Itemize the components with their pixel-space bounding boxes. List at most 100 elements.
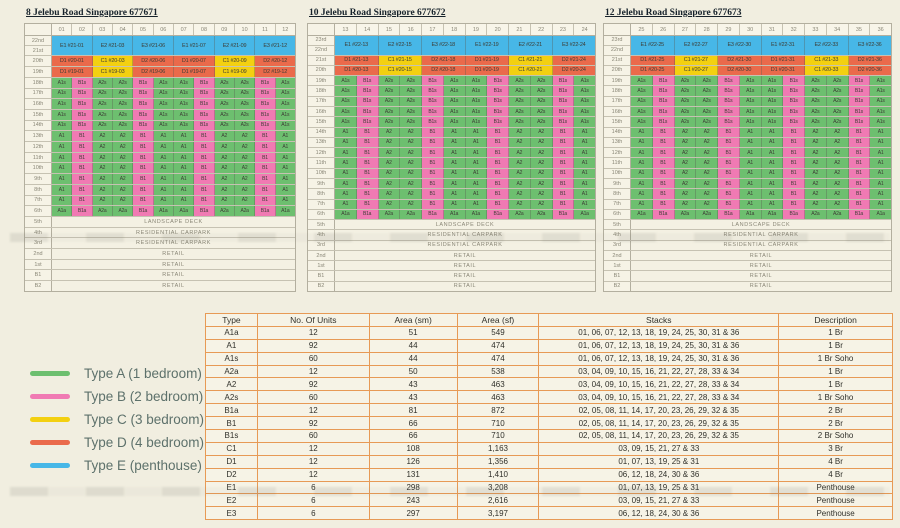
unit-cell: B1s [652, 117, 675, 127]
floor-row: 1st RETAIL [604, 261, 891, 272]
table-cell: 66 [368, 429, 458, 443]
unit-cell: D2 #20-12 [255, 56, 296, 67]
facility-cell: RETAIL [631, 261, 891, 271]
floor-label: 8th [25, 184, 52, 195]
unit-cell: A1s [870, 106, 891, 117]
unit-cell: B1 [133, 163, 154, 174]
floor-cells: A1s B1s A2s A2s B1s A1s A1s B1s A2s A2s B1s A1s [52, 77, 295, 88]
floor-label: 18th [25, 77, 52, 88]
unit-cell: A2s [112, 109, 134, 120]
table-cell: 1,356 [456, 454, 540, 469]
table-cell: A2a [205, 364, 258, 379]
table-cell: 12 [256, 454, 370, 469]
unit-cell: A2s [234, 77, 256, 88]
unit-cell: A2 [400, 168, 422, 178]
unit-cell: A2 [378, 199, 401, 209]
floor-cells: A1s B1s A2s A2s B1s A1s A1s B1s A2s A2s B1s A1s [335, 117, 595, 127]
stack-number-cell: 36 [877, 26, 884, 33]
floor-cells: A1 B1 A2 A2 B1 A1 A1 B1 A2 A2 B1 A1 [52, 195, 295, 206]
unit-cell: A1a [574, 209, 595, 220]
table-row: A1s 60 44 474 01, 06, 07, 12, 13, 18, 19, 24… [205, 351, 893, 366]
floor-label-text: 22nd [314, 47, 328, 54]
floor-cells: RETAIL [52, 259, 295, 270]
unit-cell: B1 [848, 178, 871, 189]
unit-cell: E1 #22-19 [465, 36, 509, 55]
unit-cell: A1s [52, 77, 73, 88]
floor-row: 20th D1 #20-25 C1 #20-27 D2 #20-30 D1 #20-31… [604, 65, 891, 77]
floor-cells: RESIDENTIAL CARPARK [335, 240, 595, 250]
floor-row: 13th A1 B1 A2 A2 B1 A1 A1 B1 A2 A2 B1 A1 [25, 131, 295, 143]
stack-number-cell: 21 [509, 24, 531, 35]
unit-cell: A2 [805, 137, 827, 148]
table-cell: 06, 12, 18, 24, 30 & 36 [538, 506, 780, 521]
unit-cell: B1 [848, 127, 871, 137]
unit-cell: B1s [255, 99, 276, 109]
unit-cell: A1 [631, 127, 653, 137]
unit-cell: B1 [783, 127, 805, 137]
floor-row: 18th A1s B1s A2s A2s B1s A1s A1s B1s A2s A2s B1s A1s [308, 86, 595, 97]
unit-cell: B1 [356, 158, 379, 168]
unit-cell: C1 #21-21 [509, 55, 553, 65]
unit-cell: E3 #22-24 [552, 36, 595, 55]
facility-cell: RESIDENTIAL CARPARK [631, 230, 891, 240]
unit-cell: B1s [718, 106, 740, 117]
unit-cell: C1 #19-03 [92, 67, 134, 77]
facility-cell: RETAIL [335, 250, 595, 261]
floor-label: 6th [604, 209, 631, 220]
legend-color-swatch [30, 371, 70, 376]
floor-label: 10th [604, 168, 631, 178]
unit-cell: A2 [92, 163, 113, 174]
table-cell: 538 [456, 364, 540, 379]
table-cell: 02, 05, 08, 11, 14, 17, 20, 23, 26, 29, … [538, 403, 780, 418]
table-cell: 03, 09, 15, 21, 27 & 33 [538, 493, 780, 508]
unit-cell: B1s [487, 86, 509, 96]
facility-cell: RETAIL [52, 259, 295, 270]
unit-cell: A1 [870, 127, 891, 137]
table-cell: 4 Br [778, 467, 893, 482]
unit-cell: E2 #22-27 [674, 36, 718, 55]
unit-cell: B1s [255, 109, 276, 120]
unit-cell: A1 [739, 158, 762, 168]
floor-cells: A1s B1s A2s A2s B1s A1s A1s B1s A2s A2s B1s A1s [52, 88, 295, 99]
unit-cell: C1 #20-21 [509, 65, 553, 76]
floor-cells: A1s B1s A2s A2s B1s A1s A1s B1s A2s A2s B1s A1s [335, 76, 595, 86]
table-cell: 474 [456, 338, 540, 353]
floor-row: 4th RESIDENTIAL CARPARK [308, 230, 595, 241]
unit-cell: B1 [848, 189, 871, 199]
unit-cell: A2 [92, 131, 113, 142]
stack-chart: 13 14 15 16 17 18 19 20 21 22 23 24 23rd 22nd E1 #22-1… [307, 23, 596, 292]
floor-cells: A1 B1 A2 A2 B1 A1 A1 B1 A2 A2 B1 A1 [52, 142, 295, 152]
stack-number-cell: 31 [762, 24, 784, 35]
unit-cell: B1 [718, 178, 740, 189]
floor-cells: A1s B1s A2s A2s B1s A1s A1s B1s A2s A2s B1s A1s [631, 106, 891, 117]
table-cell: 3,197 [456, 506, 540, 521]
floor-cells: A1 B1 A2 A2 B1 A1 A1 B1 A2 A2 B1 A1 [335, 137, 595, 148]
unit-cell: A2s [112, 99, 134, 109]
unit-cell: B1 [552, 158, 575, 168]
table-row: B1 92 66 710 02, 05, 08, 11, 14, 17, 20, 23,… [205, 416, 893, 431]
floor-cells: A1 B1 A2 A2 B1 A1 A1 B1 A2 A2 B1 A1 [335, 168, 595, 178]
table-cell: 44 [368, 338, 458, 353]
table-cell: 474 [456, 351, 540, 366]
unit-cell: A1 [173, 131, 195, 142]
unit-cell: B1 [356, 199, 379, 209]
floor-label: 21st [308, 55, 335, 65]
unit-cell: A2s [92, 120, 113, 131]
floor-cells: A1 B1 A2 A2 B1 A1 A1 B1 A2 A2 B1 A1 [335, 127, 595, 137]
unit-cell: A2 [400, 178, 422, 189]
floor-cells: D1 #20-13 C1 #20-15 D2 #20-18 D1 #20-19 C1 #… [335, 65, 595, 76]
chart-body: 23rd 22nd E1 #22-13 E2 #22-15 E3 #22-18 E1 #2… [308, 36, 595, 292]
floor-row: B2 RETAIL [25, 281, 295, 291]
unit-cell: B1 [487, 168, 509, 178]
unit-cell: A1 [52, 142, 73, 152]
floor-cells: A1 B1 A2 A2 B1 A1 A1 B1 A2 A2 B1 A1 [631, 127, 891, 137]
unit-cell: B1s [356, 96, 379, 106]
unit-cell: A1 [335, 127, 357, 137]
unit-cell: B1 [783, 148, 805, 158]
unit-cell: A1 [574, 178, 595, 189]
unit-cell: A2 [378, 148, 401, 158]
floor-row: 19th D1 #19-01 C1 #19-03 D2 #19-06 D1 #19-07… [25, 67, 296, 78]
floor-label: 9th [25, 174, 52, 184]
floor-label: 20th [604, 65, 631, 76]
unit-cell: D2 #20-36 [848, 65, 891, 76]
